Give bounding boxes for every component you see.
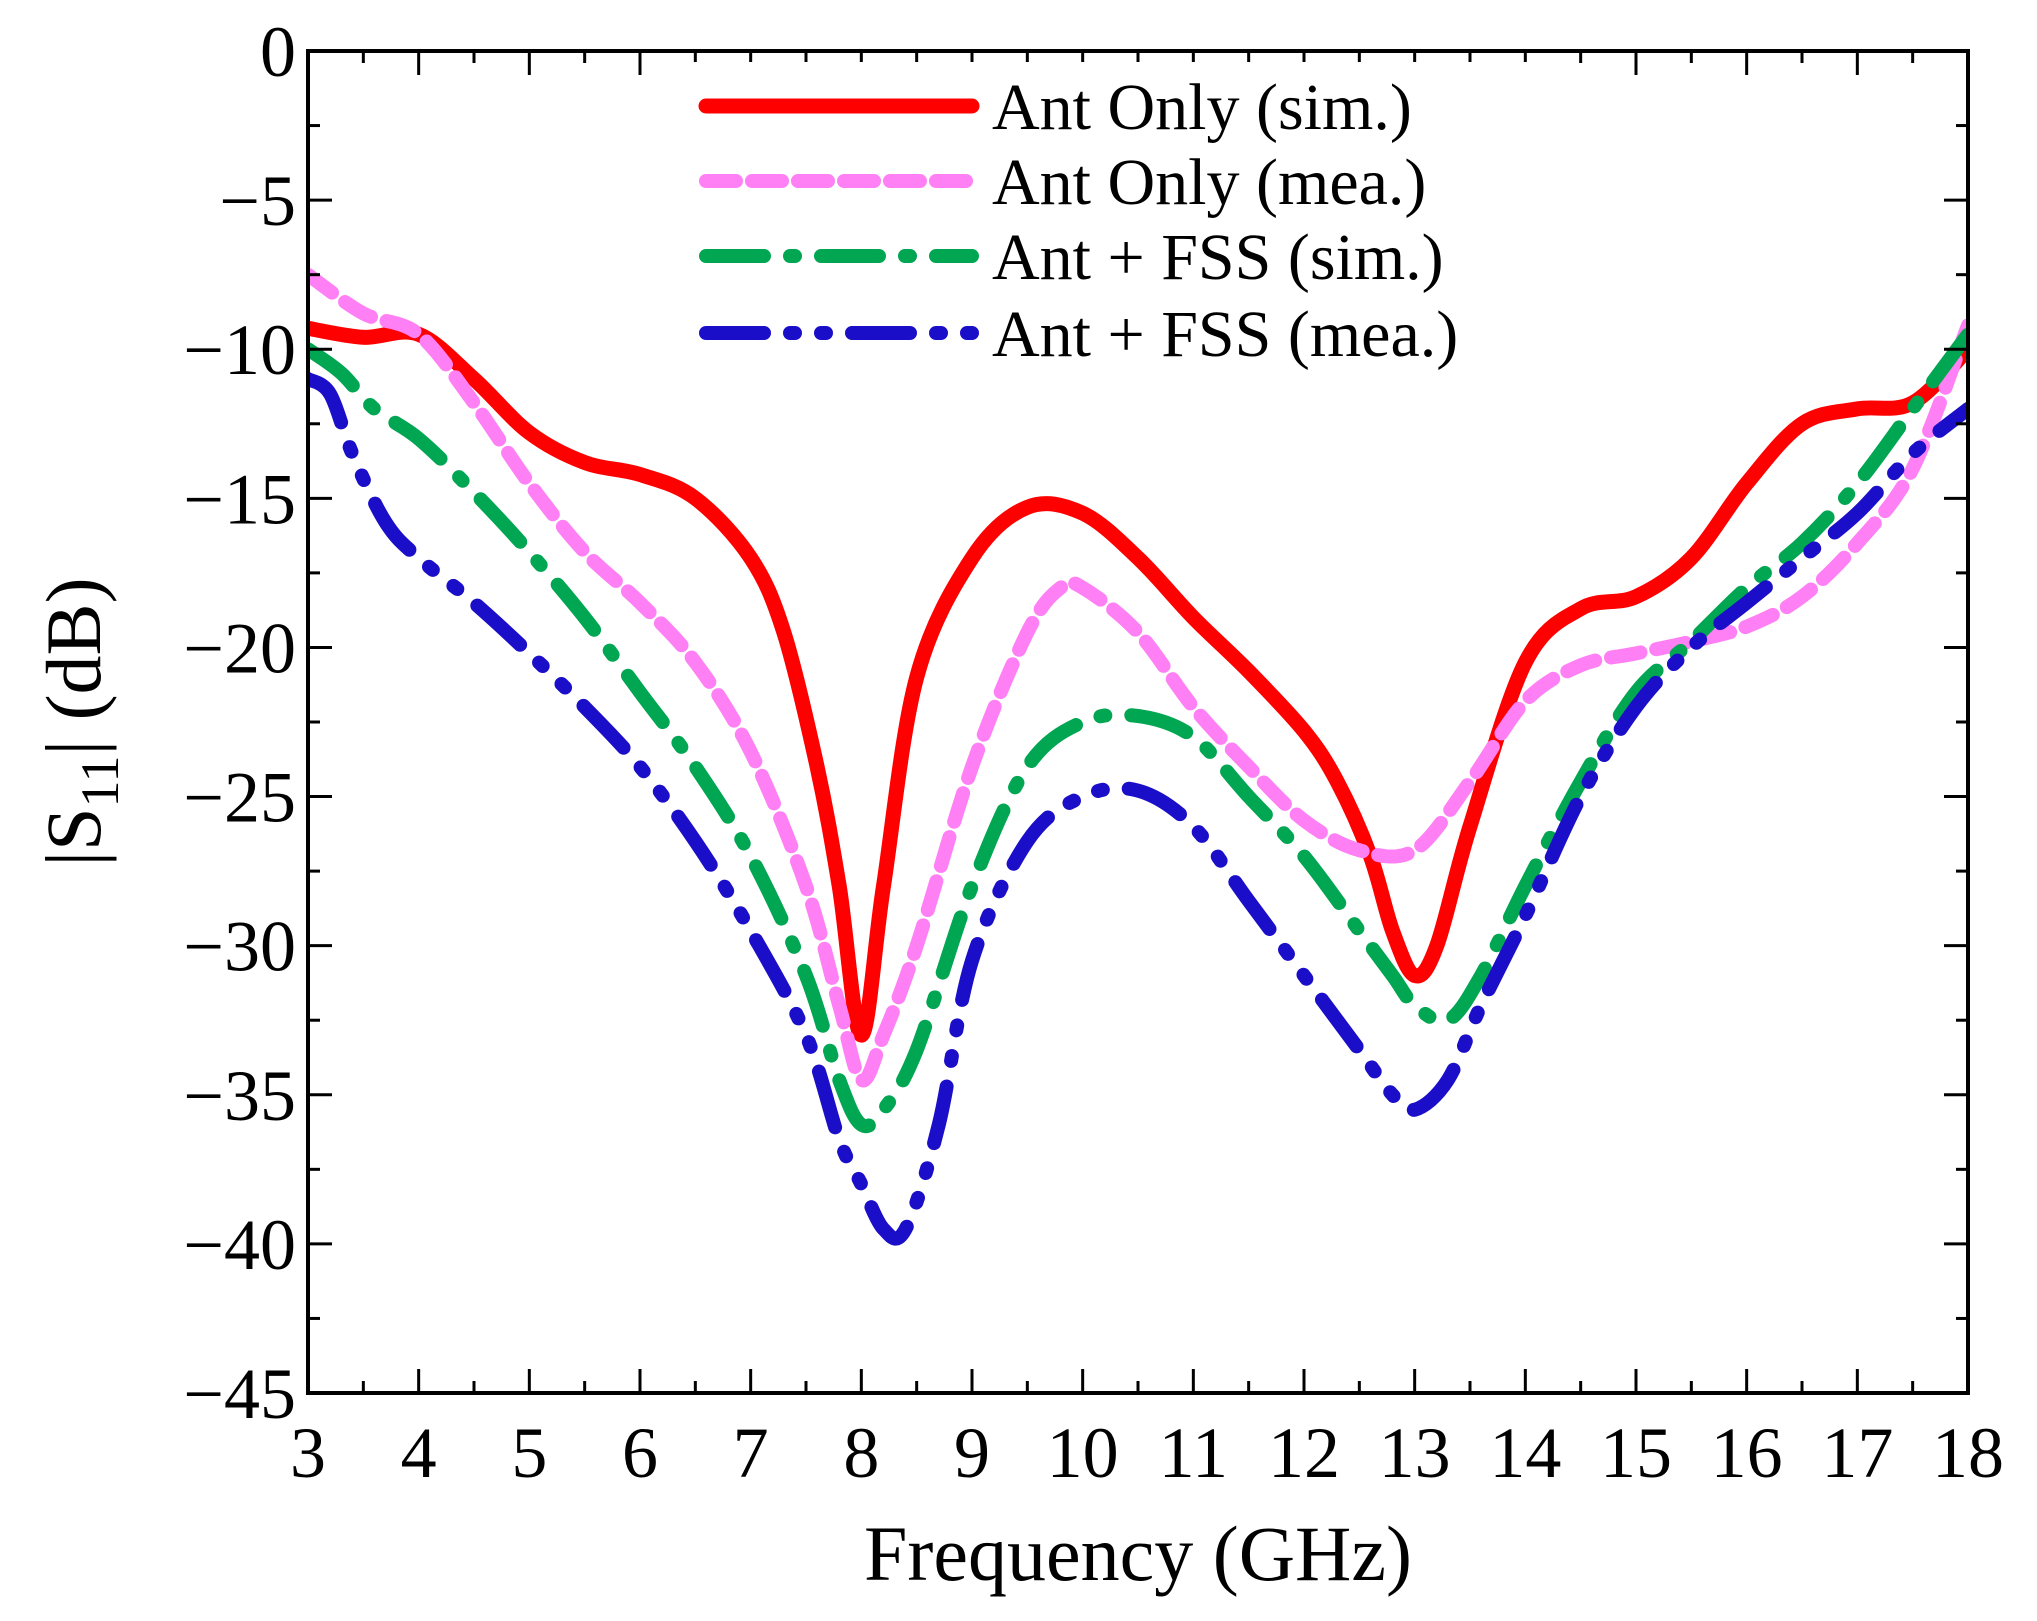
x-tick-label: 12 [1268, 1413, 1340, 1493]
y-axis-title: |S11| (dB) [30, 577, 130, 866]
y-axis-title-prefix: |S [30, 808, 117, 867]
y-tick-label: 0 [260, 12, 296, 92]
x-tick-label: 9 [954, 1413, 990, 1493]
legend-label: Ant Only (mea.) [992, 146, 1426, 219]
series-line-2 [308, 267, 1968, 1088]
legend-label: Ant + FSS (mea.) [992, 298, 1458, 371]
x-tick-label: 7 [733, 1413, 769, 1493]
y-tick-label: −20 [183, 608, 296, 688]
x-tick-label: 5 [511, 1413, 547, 1493]
y-tick-label: −30 [183, 907, 296, 987]
legend-entries: Ant Only (sim.)Ant Only (mea.)Ant + FSS … [698, 71, 1458, 371]
x-tick-label: 10 [1047, 1413, 1119, 1493]
series-line-4 [308, 372, 1968, 1246]
y-tick-label: −25 [183, 758, 296, 838]
legend-label: Ant + FSS (sim.) [992, 221, 1444, 294]
x-tick-label: 4 [401, 1413, 437, 1493]
x-tick-label: 15 [1600, 1413, 1672, 1493]
series-line-3 [308, 327, 1968, 1134]
y-tick-label: −40 [183, 1205, 296, 1285]
x-tick-label: 8 [843, 1413, 879, 1493]
legend-entry: Ant + FSS (sim.) [699, 221, 1444, 294]
plot-frame [306, 49, 1970, 1395]
x-tick-label: 11 [1159, 1413, 1228, 1493]
x-tick-label: 18 [1932, 1413, 2004, 1493]
x-tick-label: 14 [1489, 1413, 1561, 1493]
y-tick-label: −5 [219, 161, 296, 241]
y-axis-title-subscript: 11 [70, 756, 130, 808]
series-line-1 [308, 320, 1968, 1043]
y-tick-label: −10 [183, 310, 296, 390]
tick-labels: 3 4 5 6 7 8 9 10 11 12 13 14 15 16 17 18 0 −5 −10 −15 −20 −25… [183, 12, 2004, 1493]
y-tick-label: −15 [183, 459, 296, 539]
legend-entry: Ant Only (sim.) [698, 71, 1412, 144]
y-axis-title-suffix: | (dB) [30, 577, 117, 755]
x-tick-label: 16 [1711, 1413, 1783, 1493]
x-axis-title: Frequency (GHz) [864, 1510, 1412, 1597]
legend-label: Ant Only (sim.) [992, 71, 1412, 144]
legend-entry: Ant + FSS (mea.) [699, 298, 1458, 371]
y-tick-label: −45 [183, 1354, 296, 1434]
x-tick-label: 17 [1821, 1413, 1893, 1493]
x-tick-label: 13 [1379, 1413, 1451, 1493]
series-layer [308, 267, 1968, 1246]
x-tick-label: 3 [290, 1413, 326, 1493]
legend-entry: Ant Only (mea.) [699, 146, 1426, 219]
legend: Ant Only (sim.)Ant Only (mea.)Ant + FSS … [680, 62, 1560, 380]
x-tick-label: 6 [622, 1413, 658, 1493]
y-tick-label: −35 [183, 1056, 296, 1136]
